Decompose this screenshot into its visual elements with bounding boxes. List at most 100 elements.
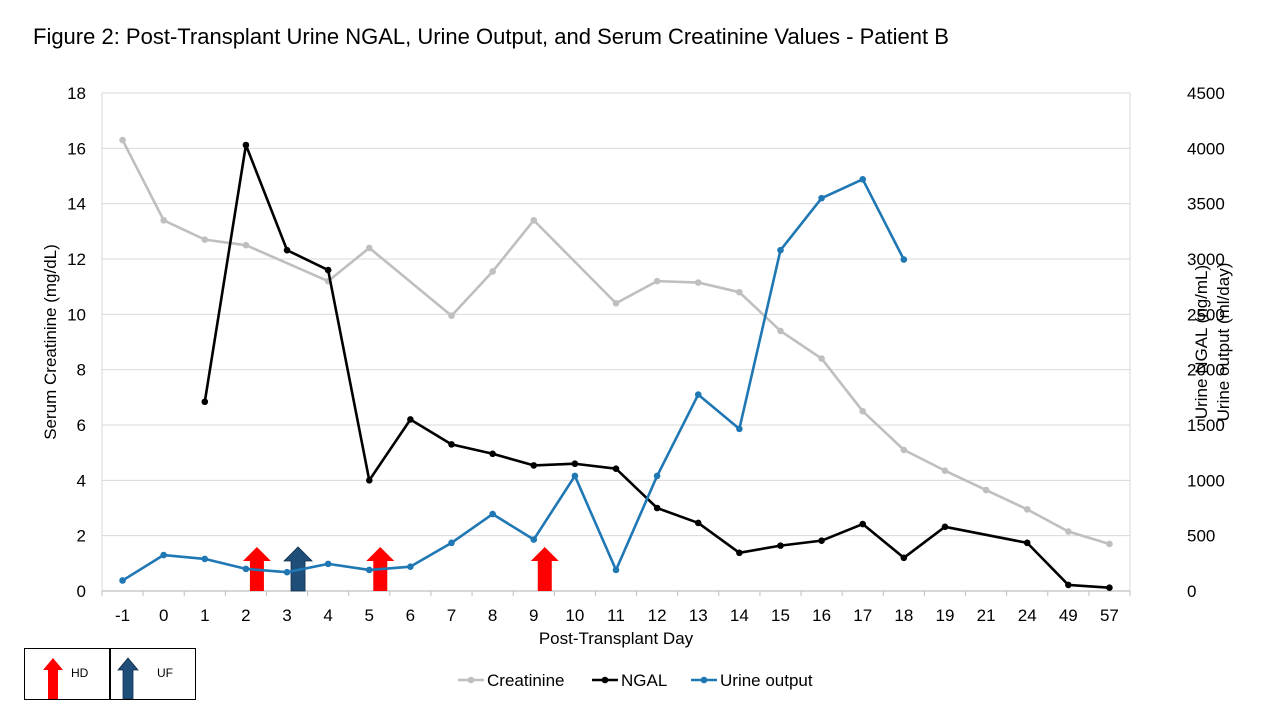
x-tick-label: 11 xyxy=(607,606,625,625)
urine-output-point xyxy=(900,256,908,263)
y-right-tick-label: 1000 xyxy=(1187,471,1225,490)
ngal-point xyxy=(1106,584,1113,591)
urine-output-point xyxy=(283,568,291,576)
y-left-axis-title: Serum Creatinine (mg/dL) xyxy=(41,244,60,440)
hd-marker-label: HD xyxy=(71,666,89,680)
series-lines xyxy=(119,136,1113,591)
hd-marker-legend: HD xyxy=(24,648,110,700)
creatinine-point xyxy=(736,288,743,296)
ngal-point xyxy=(201,398,209,406)
ngal-point xyxy=(653,504,661,512)
legend-creatinine-marker xyxy=(467,676,475,684)
ngal-point xyxy=(407,416,414,423)
urine-output-point xyxy=(160,551,167,559)
axes xyxy=(101,93,1131,596)
ngal-point xyxy=(324,266,332,274)
x-tick-label: 16 xyxy=(812,606,831,625)
ngal-point xyxy=(900,554,908,562)
x-tick-label: 10 xyxy=(565,606,584,625)
creatinine-point xyxy=(201,236,209,243)
y-left-tick-label: 10 xyxy=(67,305,86,324)
urine-output-point xyxy=(612,566,620,574)
urine-output-point xyxy=(736,425,743,433)
y-right-tick-label: 500 xyxy=(1187,527,1215,546)
urine-output-point xyxy=(653,472,661,480)
urine-output-point xyxy=(489,510,496,518)
creatinine-point xyxy=(982,486,990,494)
x-tick-label: 24 xyxy=(1018,606,1037,625)
x-tick-label: 3 xyxy=(282,606,291,625)
ngal-point xyxy=(571,460,579,468)
creatinine-point xyxy=(653,277,661,285)
creatinine-point xyxy=(365,244,373,252)
ngal-point xyxy=(736,549,743,557)
ngal-point xyxy=(818,537,825,544)
creatinine-point xyxy=(1065,528,1072,535)
x-tick-label: 1 xyxy=(200,606,209,625)
ngal-point xyxy=(612,465,620,473)
creatinine-point xyxy=(1106,540,1113,548)
urine-output-point xyxy=(777,246,784,254)
ngal-point xyxy=(694,519,702,527)
y-left-tick-label: 14 xyxy=(67,195,86,214)
ngal-point xyxy=(242,141,250,149)
creatinine-point xyxy=(530,216,538,224)
x-tick-label: 13 xyxy=(689,606,708,625)
urine-output-point xyxy=(201,555,209,563)
chart-title: Figure 2: Post-Transplant Urine NGAL, Ur… xyxy=(33,24,949,49)
y-right-tick-label: 4500 xyxy=(1187,84,1225,103)
urine-output-point xyxy=(530,536,538,543)
ngal-point xyxy=(859,520,867,528)
creatinine-point xyxy=(859,407,867,415)
creatinine-point xyxy=(612,299,620,307)
x-tick-label: 21 xyxy=(977,606,996,625)
y-left-tick-label: 0 xyxy=(77,582,86,601)
creatinine-point xyxy=(900,446,908,454)
urine-output-point xyxy=(571,472,579,480)
axis-labels: Post-Transplant Day Serum Creatinine (mg/… xyxy=(41,244,1233,648)
creatinine-point xyxy=(818,355,825,362)
tick-labels: 0246810121416180500100015002000250030003… xyxy=(67,84,1225,625)
creatinine-point xyxy=(777,327,784,335)
legend-urine-output-label: Urine output xyxy=(720,671,813,690)
urine-output-line xyxy=(121,178,905,582)
hd-arrow xyxy=(530,547,559,591)
ngal-point xyxy=(530,462,538,469)
y-left-tick-label: 4 xyxy=(77,471,86,490)
ngal-point xyxy=(448,441,455,448)
uf-marker-legend: UF xyxy=(110,648,196,700)
y-left-tick-label: 16 xyxy=(67,139,86,158)
urine-output-point xyxy=(324,560,332,568)
x-tick-label: 0 xyxy=(159,606,168,625)
y-right-tick-label: 2000 xyxy=(1187,361,1225,380)
urine-output-point xyxy=(407,563,414,570)
y-right-axis-title: Urine NGAL (ng/mL) xyxy=(1192,265,1211,419)
y-left-tick-label: 12 xyxy=(67,250,86,269)
uf-arrow-icon xyxy=(117,657,139,699)
y-left-tick-label: 8 xyxy=(77,361,86,380)
x-tick-label: 15 xyxy=(771,606,790,625)
x-tick-label: 9 xyxy=(529,606,538,625)
hd-arrow-icon xyxy=(43,658,63,699)
x-tick-label: 2 xyxy=(241,606,250,625)
x-tick-label: 57 xyxy=(1100,606,1119,625)
ngal-point xyxy=(1023,539,1031,547)
x-tick-label: 4 xyxy=(323,606,332,625)
y-right-tick-label: 3500 xyxy=(1187,195,1225,214)
y-left-tick-label: 18 xyxy=(67,84,86,103)
y-right-tick-label: 3000 xyxy=(1187,250,1225,269)
x-tick-label: 18 xyxy=(894,606,913,625)
creatinine-point xyxy=(694,279,702,286)
treatment-arrows xyxy=(242,546,559,592)
ngal-point xyxy=(283,246,291,254)
x-tick-label: 8 xyxy=(488,606,497,625)
y-left-tick-label: 6 xyxy=(77,416,86,435)
ngal-line xyxy=(203,143,1110,589)
ngal-point xyxy=(365,477,373,484)
urine-output-point xyxy=(365,566,373,574)
y-right-tick-label: 0 xyxy=(1187,582,1196,601)
creatinine-line xyxy=(121,139,1110,546)
urine-output-point xyxy=(859,176,867,183)
creatinine-point xyxy=(1023,506,1031,513)
